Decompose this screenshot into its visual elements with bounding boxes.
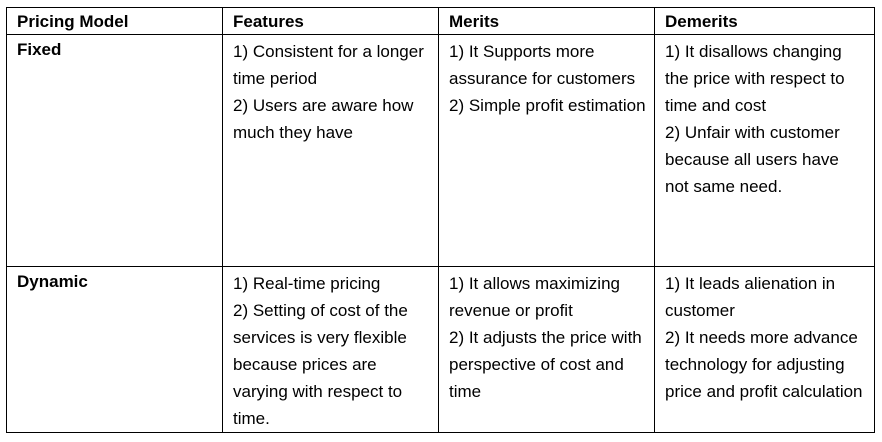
cell-merits-fixed: 1) It Supports more assurance for custom… [438,34,655,267]
cell-demerits-fixed: 1) It disallows changing the price with … [654,34,875,267]
table-row-fixed: Fixed 1) Consistent for a longer time pe… [6,34,875,267]
header-pricing-model: Pricing Model [6,7,223,35]
header-merits: Merits [438,7,655,35]
cell-demerits-dynamic: 1) It leads alienation in customer 2) It… [654,266,875,433]
cell-features-fixed: 1) Consistent for a longer time period 2… [222,34,439,267]
cell-model-fixed: Fixed [6,34,223,267]
cell-model-dynamic: Dynamic [6,266,223,433]
header-demerits: Demerits [654,7,875,35]
header-row: Pricing Model Features Merits Demerits [6,7,875,35]
table-row-dynamic: Dynamic 1) Real-time pricing 2) Setting … [6,266,875,433]
header-features: Features [222,7,439,35]
cell-features-dynamic: 1) Real-time pricing 2) Setting of cost … [222,266,439,433]
cell-merits-dynamic: 1) It allows maximizing revenue or profi… [438,266,655,433]
pricing-models-table: Pricing Model Features Merits Demerits F… [6,7,875,433]
